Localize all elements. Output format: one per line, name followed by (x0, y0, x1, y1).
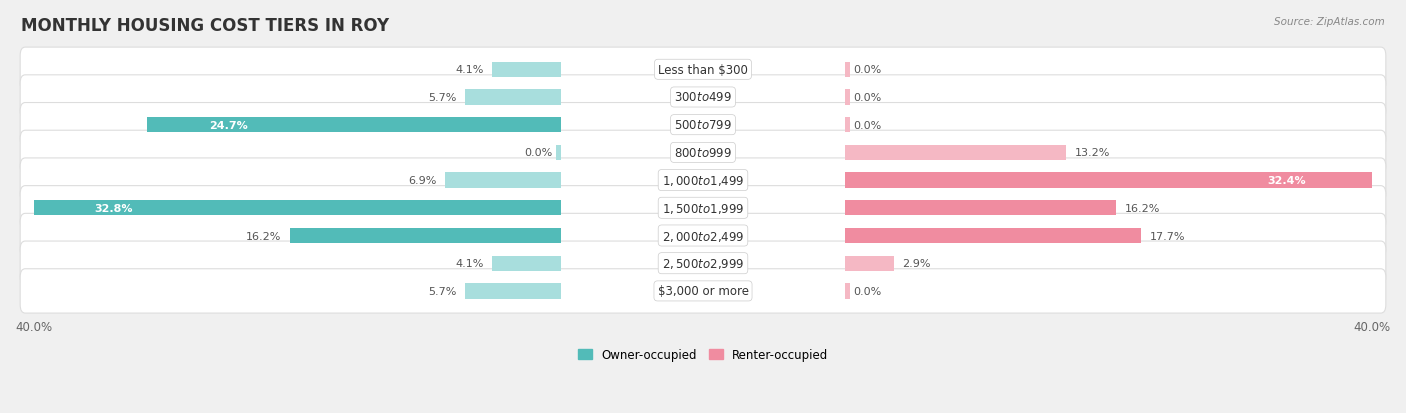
FancyBboxPatch shape (20, 242, 1386, 286)
Bar (845, 90, 851, 105)
Text: 0.0%: 0.0% (853, 65, 882, 75)
Text: 2.9%: 2.9% (903, 259, 931, 268)
Text: $300 to $499: $300 to $499 (673, 91, 733, 104)
FancyBboxPatch shape (20, 131, 1386, 175)
Text: $2,500 to $2,999: $2,500 to $2,999 (662, 256, 744, 271)
Bar (845, 284, 851, 299)
Bar (492, 256, 561, 271)
Text: $500 to $799: $500 to $799 (673, 119, 733, 132)
Bar (492, 62, 561, 78)
Bar (148, 118, 561, 133)
Bar (845, 256, 894, 271)
Legend: Owner-occupied, Renter-occupied: Owner-occupied, Renter-occupied (572, 343, 834, 366)
Bar (845, 118, 851, 133)
FancyBboxPatch shape (20, 103, 1386, 147)
FancyBboxPatch shape (20, 48, 1386, 92)
Text: MONTHLY HOUSING COST TIERS IN ROY: MONTHLY HOUSING COST TIERS IN ROY (21, 17, 389, 34)
Text: 0.0%: 0.0% (853, 286, 882, 296)
Bar (845, 145, 1066, 161)
Text: 24.7%: 24.7% (209, 121, 247, 131)
Text: 0.0%: 0.0% (853, 121, 882, 131)
Text: $1,500 to $1,999: $1,500 to $1,999 (662, 201, 744, 215)
Text: $2,000 to $2,499: $2,000 to $2,499 (662, 229, 744, 243)
Text: $3,000 or more: $3,000 or more (658, 285, 748, 298)
Text: 17.7%: 17.7% (1150, 231, 1185, 241)
Bar (465, 284, 561, 299)
Bar (465, 90, 561, 105)
Bar (290, 228, 561, 244)
Bar (446, 173, 561, 188)
Bar (845, 173, 1388, 188)
Text: 6.9%: 6.9% (409, 176, 437, 186)
Text: 5.7%: 5.7% (429, 286, 457, 296)
Text: 5.7%: 5.7% (429, 93, 457, 103)
FancyBboxPatch shape (20, 76, 1386, 120)
Text: 32.4%: 32.4% (1268, 176, 1306, 186)
Text: $800 to $999: $800 to $999 (673, 147, 733, 159)
Bar (845, 201, 1116, 216)
Bar (845, 228, 1142, 244)
Text: 32.8%: 32.8% (94, 203, 132, 213)
Bar (555, 145, 561, 161)
FancyBboxPatch shape (20, 159, 1386, 203)
FancyBboxPatch shape (20, 186, 1386, 230)
Text: Less than $300: Less than $300 (658, 64, 748, 76)
Bar (845, 62, 851, 78)
Text: 16.2%: 16.2% (246, 231, 281, 241)
Text: 13.2%: 13.2% (1074, 148, 1109, 158)
Text: 16.2%: 16.2% (1125, 203, 1160, 213)
Bar (11, 201, 561, 216)
Text: $1,000 to $1,499: $1,000 to $1,499 (662, 174, 744, 188)
Text: 4.1%: 4.1% (456, 259, 484, 268)
FancyBboxPatch shape (20, 269, 1386, 313)
Text: 0.0%: 0.0% (524, 148, 553, 158)
FancyBboxPatch shape (20, 214, 1386, 258)
Text: Source: ZipAtlas.com: Source: ZipAtlas.com (1274, 17, 1385, 26)
Text: 4.1%: 4.1% (456, 65, 484, 75)
Text: 0.0%: 0.0% (853, 93, 882, 103)
